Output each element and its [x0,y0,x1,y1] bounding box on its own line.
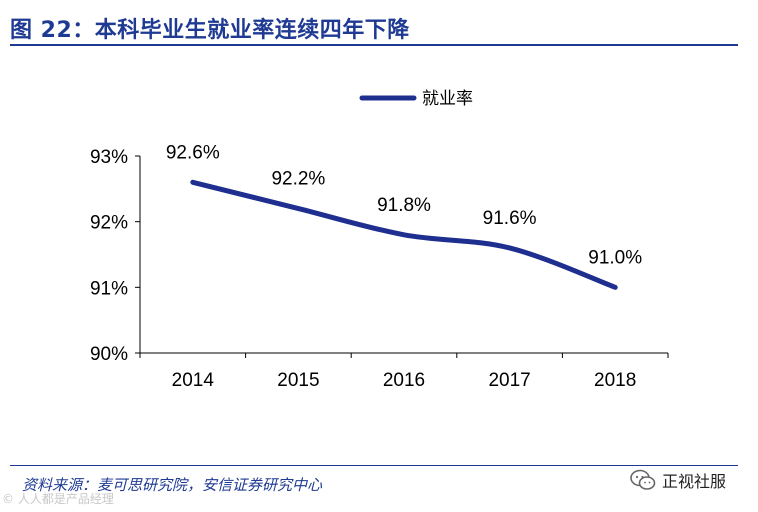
y-axis-labels: 90% 91% 92% 93% [90,147,128,365]
x-tick-label: 2017 [488,370,530,391]
y-tick-label: 91% [90,278,128,299]
watermark: © 人人都是产品经理 [2,492,114,506]
y-tick-label: 92% [90,213,128,234]
x-tick-label: 2016 [383,370,425,391]
data-labels: 92.6% 92.2% 91.8% 91.6% 91.0% [166,142,642,268]
page-title: 图 22：本科毕业生就业率连续四年下降 [10,18,410,43]
y-tick-label: 90% [90,344,128,365]
legend-label: 就业率 [422,89,473,109]
data-label: 91.6% [483,208,537,229]
x-tick-label: 2015 [277,370,319,391]
x-tick-label: 2018 [594,370,636,391]
x-axis-labels: 2014 2015 2016 2017 2018 [172,370,637,391]
y-tick-label: 93% [90,147,128,168]
wechat-name: 正视社服 [662,472,727,491]
data-label: 92.2% [271,169,325,190]
axes [135,155,669,358]
source-note: 资料来源：麦可思研究院，安信证券研究中心 [22,476,323,494]
wechat-badge: 正视社服 [630,468,726,492]
footer-divider [10,465,738,466]
legend: 就业率 [359,89,473,109]
data-label: 91.8% [377,195,431,216]
data-label: 91.0% [588,247,642,268]
data-label: 92.6% [166,142,220,163]
x-tick-label: 2014 [172,370,215,391]
series-line [190,179,618,290]
wechat-icon [630,469,656,490]
title-divider [10,44,738,46]
